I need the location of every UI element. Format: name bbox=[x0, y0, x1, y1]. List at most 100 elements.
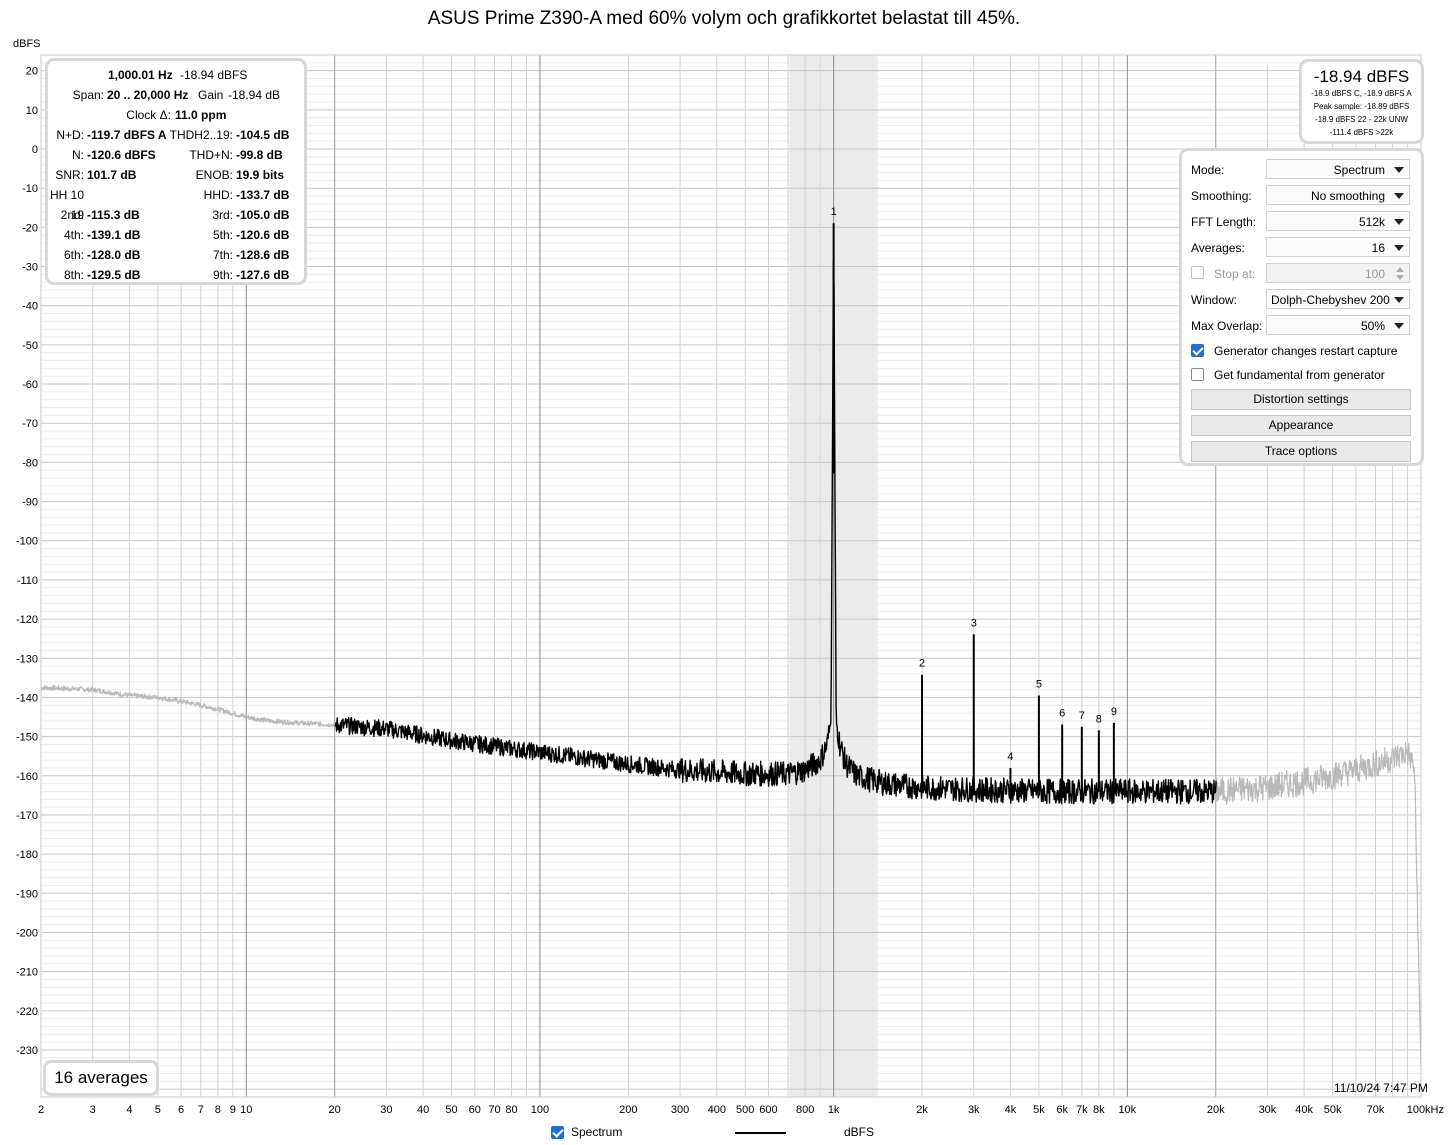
clock-label: Clock Δ: bbox=[126, 108, 171, 122]
stat-label: 9th: bbox=[212, 268, 233, 282]
generator-restart-row[interactable]: Generator changes restart capture bbox=[1191, 341, 1413, 363]
window-label: Window: bbox=[1191, 293, 1238, 307]
harmonic-6-label: 6 bbox=[1059, 707, 1065, 719]
y-tick-label: -80 bbox=[22, 457, 38, 469]
x-tick-label: 50k bbox=[1324, 1104, 1342, 1116]
legend-spectrum-label: Spectrum bbox=[571, 1125, 623, 1139]
harmonic-5-label: 5 bbox=[1036, 678, 1042, 690]
y-tick-label: -60 bbox=[22, 379, 38, 391]
x-tick-label: 20 bbox=[329, 1104, 341, 1116]
gain-value: -18.94 dB bbox=[228, 88, 281, 102]
stat-label: N: bbox=[72, 148, 84, 162]
stat-value: -120.6 dB bbox=[236, 228, 290, 242]
legend-spectrum-toggle[interactable]: Spectrum bbox=[551, 1125, 631, 1141]
legend-spectrum-checkbox[interactable] bbox=[551, 1126, 564, 1139]
x-tick-label: 40 bbox=[417, 1104, 429, 1116]
stepper-arrows-icon bbox=[1396, 267, 1404, 281]
x-tick-label: 6 bbox=[178, 1104, 184, 1116]
stat-value: -129.5 dB bbox=[87, 268, 141, 282]
stop-at-checkbox[interactable] bbox=[1191, 266, 1204, 279]
stat-label: 8th: bbox=[63, 268, 84, 282]
stop-at-value: 100 bbox=[1364, 267, 1385, 281]
x-tick-label: 3 bbox=[90, 1104, 96, 1116]
x-tick-label: 40k bbox=[1295, 1104, 1313, 1116]
legend-series-unit: dBFS bbox=[844, 1125, 875, 1139]
stop-at-stepper[interactable]: 100 bbox=[1266, 263, 1410, 283]
averages-badge: 16 averages bbox=[43, 1060, 159, 1096]
x-tick-label: 8 bbox=[215, 1104, 221, 1116]
stat-value: -120.6 dBFS bbox=[87, 148, 156, 162]
x-tick-label: 60 bbox=[469, 1104, 481, 1116]
trace-options-button[interactable]: Trace options bbox=[1191, 441, 1411, 462]
stat-value: -139.1 dB bbox=[87, 228, 141, 242]
smoothing-dropdown[interactable]: No smoothing bbox=[1266, 185, 1410, 205]
gain-label: Gain bbox=[198, 88, 224, 102]
fundamental-from-generator-row[interactable]: Get fundamental from generator bbox=[1191, 365, 1413, 387]
y-axis-unit: dBFS bbox=[13, 38, 41, 50]
averages-dropdown[interactable]: 16 bbox=[1266, 237, 1410, 257]
max-overlap-dropdown[interactable]: 50% bbox=[1266, 315, 1410, 335]
stat-label: 4th: bbox=[63, 228, 84, 242]
plot-frame bbox=[40, 54, 1422, 1098]
stat-value: -128.6 dB bbox=[236, 248, 290, 262]
x-tick-label: 2k bbox=[916, 1104, 928, 1116]
chevron-down-icon bbox=[1394, 245, 1404, 251]
x-tick-label: 9 bbox=[230, 1104, 236, 1116]
y-tick-label: -50 bbox=[22, 340, 38, 352]
harmonic-7-label: 7 bbox=[1079, 710, 1085, 722]
stat-label: SNR: bbox=[55, 168, 84, 182]
y-tick-label: 10 bbox=[26, 105, 38, 117]
harmonic-4-label: 4 bbox=[1007, 751, 1013, 763]
stat-value: -119.7 dBFS A bbox=[87, 128, 167, 142]
x-tick-label: 400 bbox=[708, 1104, 726, 1116]
x-tick-label: 70k bbox=[1367, 1104, 1385, 1116]
spectrum-trace-in-band bbox=[334, 260, 1217, 805]
max-overlap-value: 50% bbox=[1360, 319, 1385, 333]
level-readout-panel: -18.94 dBFS -18.9 dBFS C, -18.9 dBFS A P… bbox=[1299, 59, 1424, 144]
level-unweighted: -18.9 dBFS 22 - 22k UNW bbox=[1315, 115, 1408, 124]
harmonic-2-label: 2 bbox=[919, 658, 925, 670]
x-tick-label: 300 bbox=[671, 1104, 689, 1116]
distortion-readout-panel: 1,000.01 Hz -18.94 dBFS Span: 20 .. 20,0… bbox=[45, 58, 307, 285]
stat-row: HH 10 .. 19 HHD: -133.7 dB bbox=[48, 185, 304, 222]
generator-restart-checkbox[interactable] bbox=[1191, 344, 1204, 357]
stat-value: 19.9 bits bbox=[236, 168, 285, 182]
x-tick-label: 500 bbox=[736, 1104, 754, 1116]
generator-restart-label: Generator changes restart capture bbox=[1214, 344, 1398, 358]
appearance-button[interactable]: Appearance bbox=[1191, 415, 1411, 436]
chart-title: ASUS Prime Z390-A med 60% volym och graf… bbox=[427, 8, 1021, 29]
stat-label: 2nd: bbox=[60, 208, 84, 222]
stat-label: 6th: bbox=[63, 248, 84, 262]
fft-length-dropdown[interactable]: 512k bbox=[1266, 211, 1410, 231]
stat-value: 101.7 dB bbox=[87, 168, 137, 182]
x-tick-label: 80 bbox=[505, 1104, 517, 1116]
y-tick-label: 20 bbox=[26, 66, 38, 78]
y-tick-label: -10 bbox=[22, 183, 38, 195]
spectrum-trace-above-band bbox=[1215, 741, 1422, 1070]
distortion-settings-button[interactable]: Distortion settings bbox=[1191, 389, 1411, 410]
y-tick-label: -100 bbox=[16, 536, 38, 548]
averages-value: 16 bbox=[1371, 241, 1385, 255]
stat-value: -104.5 dB bbox=[236, 128, 290, 142]
fft-length-label: FFT Length: bbox=[1191, 215, 1257, 229]
fundamental-from-generator-label: Get fundamental from generator bbox=[1214, 368, 1385, 382]
fundamental-from-generator-checkbox[interactable] bbox=[1191, 368, 1204, 381]
window-dropdown[interactable]: Dolph-Chebyshev 200 bbox=[1266, 289, 1410, 309]
x-tick-label: 4 bbox=[126, 1104, 132, 1116]
stat-row: 6th: -128.0 dB 7th: -128.6 dB bbox=[48, 245, 304, 265]
y-tick-label: -160 bbox=[16, 771, 38, 783]
y-tick-label: -220 bbox=[16, 1006, 38, 1018]
chevron-down-icon bbox=[1394, 219, 1404, 225]
mode-row: Mode: Spectrum bbox=[1191, 159, 1413, 181]
y-tick-label: -130 bbox=[16, 653, 38, 665]
y-tick-label: -90 bbox=[22, 497, 38, 509]
level-main: -18.94 dBFS bbox=[1313, 67, 1410, 86]
x-tick-label: 5k bbox=[1033, 1104, 1045, 1116]
x-tick-label: 10k bbox=[1118, 1104, 1136, 1116]
x-tick-label: 100 bbox=[531, 1104, 549, 1116]
mode-dropdown[interactable]: Spectrum bbox=[1266, 159, 1410, 179]
x-tick-label: 800 bbox=[796, 1104, 814, 1116]
y-tick-label: -230 bbox=[16, 1045, 38, 1057]
chevron-down-icon bbox=[1394, 297, 1404, 303]
clock-row: Clock Δ: 11.0 ppm bbox=[48, 105, 304, 125]
